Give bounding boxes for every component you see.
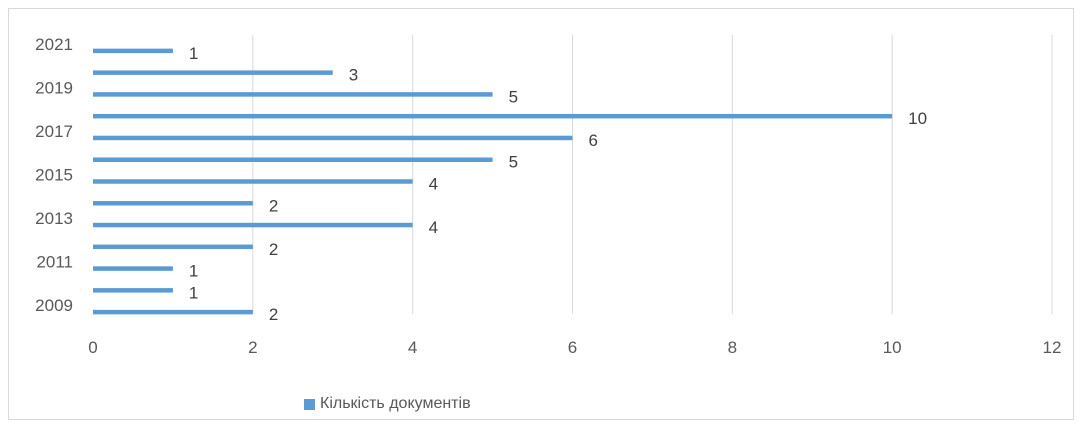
y-axis-tick-labels: 2009 2011 2013 2015 2017 2019 2021 xyxy=(35,35,73,315)
bar-2018 xyxy=(93,113,893,119)
bar-2010 xyxy=(93,288,173,293)
bar-2012 xyxy=(93,244,253,250)
y-tick-label-2019: 2019 xyxy=(35,78,73,97)
bar-2014 xyxy=(93,201,253,206)
data-label-2014: 2 xyxy=(269,196,278,215)
legend-swatch xyxy=(304,398,315,410)
data-label-2010: 1 xyxy=(189,283,198,302)
bar-2021 xyxy=(93,48,173,54)
bar-2009 xyxy=(93,309,253,315)
bar-2020 xyxy=(93,70,333,75)
data-labels: 2 1 1 2 4 2 4 5 6 10 5 3 1 xyxy=(189,44,927,324)
y-tick-label-2009: 2009 xyxy=(35,296,73,315)
x-tick-label-10: 10 xyxy=(883,338,902,357)
bar-2017 xyxy=(93,135,573,141)
bars xyxy=(93,48,893,315)
y-tick-label-2011: 2011 xyxy=(36,253,73,272)
data-label-2013: 4 xyxy=(429,218,438,237)
data-label-2009: 2 xyxy=(269,305,278,324)
data-label-2012: 2 xyxy=(269,240,278,259)
x-tick-label-6: 6 xyxy=(568,338,577,357)
data-label-2018: 10 xyxy=(908,109,927,128)
x-tick-label-4: 4 xyxy=(408,338,417,357)
x-tick-label-8: 8 xyxy=(728,338,737,357)
y-tick-label-2015: 2015 xyxy=(35,166,73,185)
y-tick-label-2021: 2021 xyxy=(35,35,73,54)
legend-label: Кількість документів xyxy=(320,395,471,412)
bar-2019 xyxy=(93,92,493,97)
x-tick-label-12: 12 xyxy=(1043,338,1062,357)
bar-2013 xyxy=(93,222,413,228)
data-label-2021: 1 xyxy=(189,44,198,63)
x-axis-tick-labels: 0 2 4 6 8 10 12 xyxy=(88,338,1061,357)
data-label-2015: 4 xyxy=(429,175,438,194)
bar-2015 xyxy=(93,179,413,184)
data-label-2016: 5 xyxy=(509,153,518,172)
data-label-2020: 3 xyxy=(349,66,358,85)
chart-frame xyxy=(8,8,1074,420)
legend: Кількість документів xyxy=(304,395,471,413)
bar-2011 xyxy=(93,266,173,271)
x-tick-label-2: 2 xyxy=(248,338,257,357)
data-label-2011: 1 xyxy=(189,262,198,281)
y-tick-label-2013: 2013 xyxy=(35,209,73,228)
data-label-2019: 5 xyxy=(509,87,518,106)
data-label-2017: 6 xyxy=(589,131,598,150)
y-tick-label-2017: 2017 xyxy=(35,122,73,141)
gridlines xyxy=(252,35,1053,314)
bar-2016 xyxy=(93,157,493,162)
x-tick-label-0: 0 xyxy=(88,338,97,357)
